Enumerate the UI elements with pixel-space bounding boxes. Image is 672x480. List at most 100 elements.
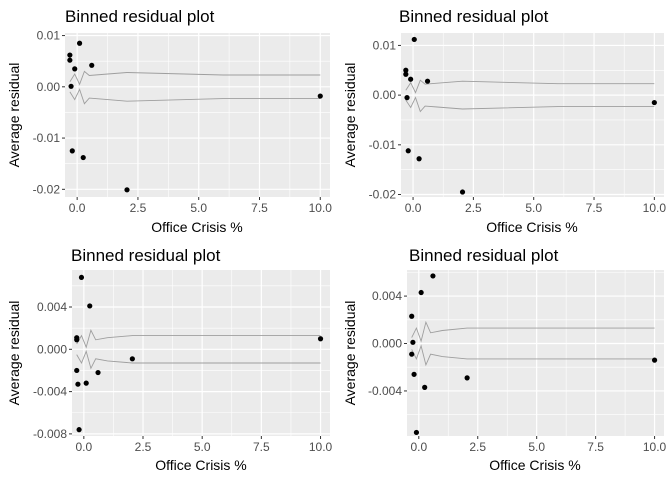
residual-point xyxy=(74,367,80,374)
x-axis-label: Office Crisis % xyxy=(489,457,581,473)
residual-point xyxy=(411,371,417,377)
chart-title: Binned residual plot xyxy=(71,246,221,265)
y-tick-label: -0.004 xyxy=(368,384,402,398)
residual-point xyxy=(408,76,414,82)
y-tick-label: 0.00 xyxy=(37,80,61,94)
residual-point xyxy=(651,357,658,363)
residual-point xyxy=(95,369,101,376)
residual-point xyxy=(68,83,74,89)
y-tick-label: 0.01 xyxy=(37,29,61,43)
residual-point xyxy=(410,339,416,345)
y-tick-label: 0.000 xyxy=(372,337,402,351)
chart-title: Binned residual plot xyxy=(409,246,559,265)
residual-point xyxy=(418,289,424,296)
chart-panel-1: 0.0 2.5 5.0 7.5 10.0 -0.02 -0.01 0.00 0.01 Binned… xyxy=(6,7,332,235)
residual-point xyxy=(459,189,466,195)
residual-point xyxy=(129,356,135,362)
residual-point xyxy=(430,273,436,279)
y-axis-label: Average residual xyxy=(342,63,358,168)
residual-point xyxy=(80,154,86,161)
y-tick-label: -0.008 xyxy=(33,427,67,441)
x-tick-label: 5.0 xyxy=(190,201,207,215)
residual-point xyxy=(69,148,75,154)
y-tick-label: -0.02 xyxy=(33,182,61,196)
x-tick-label: 2.5 xyxy=(469,440,486,454)
residual-point xyxy=(67,52,73,58)
x-tick-label: 10.0 xyxy=(309,440,333,454)
residual-point xyxy=(83,380,89,386)
x-tick-label: 0.0 xyxy=(410,440,427,454)
residual-point xyxy=(651,99,657,106)
x-tick-label: 0.0 xyxy=(75,440,92,454)
lower-error-band xyxy=(411,344,655,367)
residual-point xyxy=(74,337,80,343)
y-axis-label: Average residual xyxy=(6,63,22,168)
plot-panel-background xyxy=(72,270,330,436)
y-axis-label: Average residual xyxy=(6,301,22,406)
plot-panel-background xyxy=(407,270,664,436)
upper-error-band xyxy=(411,320,655,343)
residual-point xyxy=(89,62,95,68)
x-tick-label: 10.0 xyxy=(643,440,667,454)
residual-point xyxy=(403,71,409,77)
x-tick-label: 5.0 xyxy=(525,201,542,215)
chart-panel-3: 0.0 2.5 5.0 7.5 10.0 -0.008 -0.004 0.000 0.004 Bi… xyxy=(6,246,333,473)
lower-error-band xyxy=(405,96,655,113)
y-tick-label: 0.004 xyxy=(372,289,402,303)
chart-panel-2: 0.0 2.5 5.0 7.5 10.0 -0.02 -0.01 0.00 0.01Binned… xyxy=(342,7,666,235)
chart-title: Binned residual plot xyxy=(65,7,215,26)
residual-point xyxy=(411,36,417,43)
residual-point xyxy=(87,303,93,309)
residual-point xyxy=(76,40,83,46)
plot-panel-background xyxy=(401,33,664,197)
y-tick-label: -0.02 xyxy=(369,188,397,202)
x-tick-label: 7.5 xyxy=(253,440,270,454)
x-tick-label: 10.0 xyxy=(643,201,667,215)
residual-point xyxy=(409,351,415,357)
residual-point xyxy=(78,274,85,281)
upper-error-band xyxy=(76,329,321,349)
y-tick-label: 0.01 xyxy=(373,38,397,52)
plot-panel-background xyxy=(65,33,330,197)
upper-error-band xyxy=(69,70,321,86)
residual-point xyxy=(76,427,82,433)
y-tick-label: 0.00 xyxy=(373,88,397,102)
residual-point xyxy=(424,78,431,84)
x-tick-label: 2.5 xyxy=(135,440,152,454)
x-tick-label: 5.0 xyxy=(194,440,211,454)
x-tick-label: 0.0 xyxy=(69,201,86,215)
chart-title: Binned residual plot xyxy=(399,7,549,26)
upper-error-band xyxy=(405,79,655,94)
residual-point xyxy=(317,93,323,99)
residual-point xyxy=(404,95,410,101)
x-tick-label: 7.5 xyxy=(586,201,603,215)
residual-point xyxy=(403,67,409,73)
x-tick-label: 7.5 xyxy=(587,440,604,454)
residual-point xyxy=(464,375,470,381)
x-axis-label: Office Crisis % xyxy=(155,457,247,473)
residual-point xyxy=(405,148,411,154)
x-tick-label: 0.0 xyxy=(405,201,422,215)
x-tick-label: 2.5 xyxy=(130,201,147,215)
residual-point xyxy=(317,336,324,342)
x-axis-label: Office Crisis % xyxy=(151,219,243,235)
y-tick-label: -0.004 xyxy=(33,385,67,399)
y-tick-label: 0.004 xyxy=(37,300,67,314)
x-tick-label: 2.5 xyxy=(465,201,482,215)
residual-point xyxy=(422,384,428,390)
residual-point xyxy=(75,381,81,387)
y-tick-label: 0.000 xyxy=(37,342,67,356)
residual-point xyxy=(409,313,415,319)
chart-panel-4: 0.0 2.5 5.0 7.5 10.0 -0.004 0.000 0.004 Binned r… xyxy=(342,246,667,473)
residual-point xyxy=(67,57,73,63)
x-tick-label: 7.5 xyxy=(251,201,268,215)
x-axis-label: Office Crisis % xyxy=(486,219,578,235)
residual-point xyxy=(413,429,420,436)
y-axis-label: Average residual xyxy=(342,301,358,406)
lower-error-band xyxy=(69,88,321,105)
x-tick-label: 5.0 xyxy=(528,440,545,454)
x-tick-label: 10.0 xyxy=(309,201,333,215)
residual-point xyxy=(124,187,130,193)
lower-error-band xyxy=(76,350,321,370)
